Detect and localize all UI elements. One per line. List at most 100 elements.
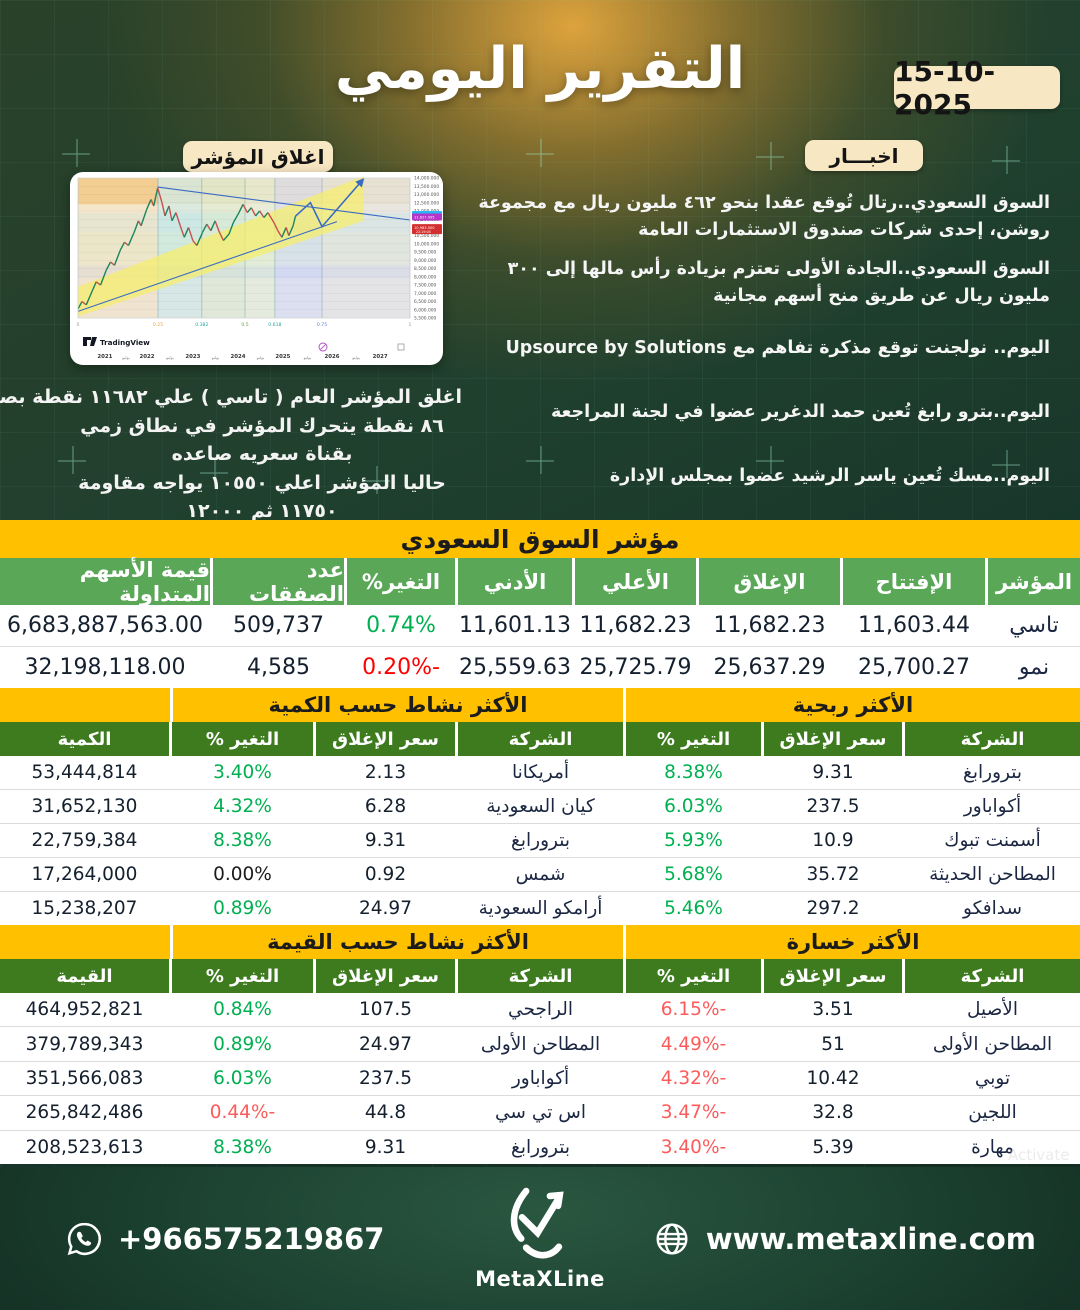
grid-cross — [756, 446, 784, 474]
tasi-price-chart: 14,000.000 13,500.000 13,000.000 12,500.000… — [77, 176, 442, 360]
svg-text:14,000.000: 14,000.000 — [414, 176, 439, 182]
volume_table-company: أرامكو السعودية — [458, 892, 623, 925]
globe-icon — [656, 1222, 688, 1255]
data-row: الأصيل 3.51 -6.15% الراجحي 107.5 0.84% 464,952… — [0, 993, 1080, 1027]
index-change: 0.74% — [347, 605, 455, 646]
value_table-company: أكواباور — [458, 1061, 623, 1096]
news-item: السوق السعودي..رتال تُوقع عقدا بنحو ٤٦٢ … — [478, 193, 1050, 241]
svg-text:2022: 2022 — [140, 354, 155, 360]
tradingview-chart-card: 14,000.000 13,500.000 13,000.000 12,500.000… — [70, 172, 443, 365]
page-title: التقرير اليومي — [334, 36, 746, 102]
news-item: اليوم..مسك تُعين ياسر الرشيد عضوا بمجلس … — [609, 465, 1050, 486]
date-badge: 15-10-2025 — [894, 55, 1060, 121]
index-summary-text: اغلق المؤشر العام ( تاسي ) علي ١١٦٨٢ نقط… — [0, 383, 462, 526]
losers_table-company: توبي — [905, 1061, 1080, 1096]
svg-text:2027: 2027 — [373, 354, 388, 360]
section3-body: الأصيل 3.51 -6.15% الراجحي 107.5 0.84% 464,952… — [0, 993, 1080, 1164]
data-row: مهارة 5.39 -3.40% بترورابغ 9.31 8.38% 208,523,… — [0, 1130, 1080, 1164]
phone-link[interactable]: +966575219867 — [62, 1217, 384, 1261]
svg-text:10,000.000: 10,000.000 — [414, 241, 439, 247]
svg-text:2024: 2024 — [231, 354, 246, 360]
volume_table-company: شمس — [458, 858, 623, 891]
gainers_table-company: أسمنت تبوك — [905, 824, 1080, 857]
section2-body: بترورابغ 9.31 8.38% أمريكانا 2.13 3.40% 53,444… — [0, 756, 1080, 925]
grid-cross — [756, 142, 784, 170]
data-row: سدافكو 297.2 5.46% أرامكو السعودية 24.97 0.89… — [0, 892, 1080, 925]
gainers_table-company: المطاحن الحديثة — [905, 858, 1080, 891]
svg-text:0.5: 0.5 — [241, 322, 248, 328]
losers_table-company: اللجين — [905, 1096, 1080, 1130]
section3-header: الشركة سعر الإغلاق التغير % الشركة سعر الإغل… — [0, 959, 1080, 993]
index-close-badge: اغلاق المؤشر — [183, 141, 333, 172]
volume_table-amount: 17,264,000 — [0, 858, 169, 891]
whatsapp-icon — [67, 1222, 101, 1255]
tables-section: مؤشر السوق السعودي المؤشر الإفتتاح الإغلاق… — [0, 520, 1080, 1164]
volume_table-amount: 15,238,207 — [0, 892, 169, 925]
index-name: نمو — [988, 647, 1080, 688]
svg-text:13,000.000: 13,000.000 — [414, 192, 439, 198]
svg-text:22:19:05: 22:19:05 — [416, 230, 431, 234]
index-col-4: الأدني — [458, 558, 572, 605]
gainers_table-change: 5.93% — [626, 824, 761, 857]
website-link[interactable]: www.metaxline.com — [650, 1217, 1036, 1261]
svg-text:يوليو: يوليو — [211, 355, 220, 360]
value_table-change: 8.38% — [172, 1130, 313, 1164]
svg-text:11,627.995: 11,627.995 — [414, 215, 435, 219]
grid-cross — [526, 446, 554, 474]
gainers_table-change: 6.03% — [626, 790, 761, 823]
volume_table-change: 3.40% — [172, 756, 313, 789]
news-badge: اخبـــار — [805, 140, 923, 171]
data-row: بترورابغ 9.31 8.38% أمريكانا 2.13 3.40% 53,444… — [0, 756, 1080, 789]
losers-title: الأكثر خسارة — [626, 925, 1080, 959]
svg-text:7,000.000: 7,000.000 — [414, 291, 437, 297]
website-url: www.metaxline.com — [705, 1221, 1036, 1256]
value_table-close: 237.5 — [316, 1061, 455, 1096]
gainers_table-company: أكواباور — [905, 790, 1080, 823]
grid-cross — [992, 146, 1020, 174]
index-close: 11,682.23 — [699, 605, 840, 646]
index-col-6: عدد الصفقات — [213, 558, 344, 606]
volume_table-company: كيان السعودية — [458, 790, 623, 823]
volume_table-col-2: التغير % — [172, 722, 313, 756]
value_table-company: بترورابغ — [458, 1130, 623, 1164]
index-col-2: الإغلاق — [699, 558, 840, 605]
losers_table-col-0: الشركة — [905, 959, 1080, 993]
volume_table-col-0: الشركة — [458, 722, 623, 756]
index-open: 25,700.27 — [843, 647, 985, 688]
data-row: أسمنت تبوك 10.9 5.93% بترورابغ 9.31 8.38% 22,7… — [0, 824, 1080, 857]
svg-text:يوليو: يوليو — [165, 355, 174, 360]
value_table-company: المطاحن الأولى — [458, 1027, 623, 1061]
svg-text:9,000.000: 9,000.000 — [414, 258, 437, 264]
index-col-7: قيمة الأسهم المتداولة — [0, 558, 210, 606]
volume_table-change: 0.89% — [172, 892, 313, 925]
svg-text:يوليو: يوليو — [256, 355, 265, 360]
news-item: السوق السعودي..الجادة الأولى تعتزم بزياد… — [507, 259, 1050, 307]
data-row: المطاحن الحديثة 35.72 5.68% شمس 0.92 0.00% 17,… — [0, 858, 1080, 891]
value_table-amount: 265,842,486 — [0, 1096, 169, 1130]
gainers_table-close: 9.31 — [764, 756, 902, 789]
volume_table-col-1: سعر الإغلاق — [316, 722, 455, 756]
value_table-close: 24.97 — [316, 1027, 455, 1061]
index-name: تاسي — [988, 605, 1080, 646]
svg-text:8,500.000: 8,500.000 — [414, 266, 437, 272]
svg-text:7,500.000: 7,500.000 — [414, 283, 437, 289]
index-low: 25,559.63 — [458, 647, 572, 688]
brand-name: MetaXLine — [475, 1266, 605, 1291]
volume_table-amount: 31,652,130 — [0, 790, 169, 823]
volume_table-change: 8.38% — [172, 824, 313, 857]
index-low: 11,601.13 — [458, 605, 572, 646]
losers_table-change: -4.32% — [626, 1061, 761, 1096]
svg-text:5,500.000: 5,500.000 — [414, 316, 437, 322]
news-item: اليوم..بترو رابغ تُعين حمد الدغرير عضوا … — [551, 401, 1050, 422]
gainers_table-col-0: الشركة — [905, 722, 1080, 756]
value_table-change: -0.44% — [172, 1096, 313, 1130]
index-close: 25,637.29 — [699, 647, 840, 688]
svg-text:يوليو: يوليو — [121, 355, 130, 360]
index-col-0: المؤشر — [988, 558, 1080, 605]
index-row-تاسي: تاسي 11,603.44 11,682.23 11,682.23 11,601.13… — [0, 605, 1080, 646]
gainers_table-change: 5.68% — [626, 858, 761, 891]
volume_table-company: أمريكانا — [458, 756, 623, 789]
index-high: 11,682.23 — [575, 605, 696, 646]
losers_table-close: 51 — [764, 1027, 902, 1061]
value_table-company: الراجحي — [458, 993, 623, 1027]
